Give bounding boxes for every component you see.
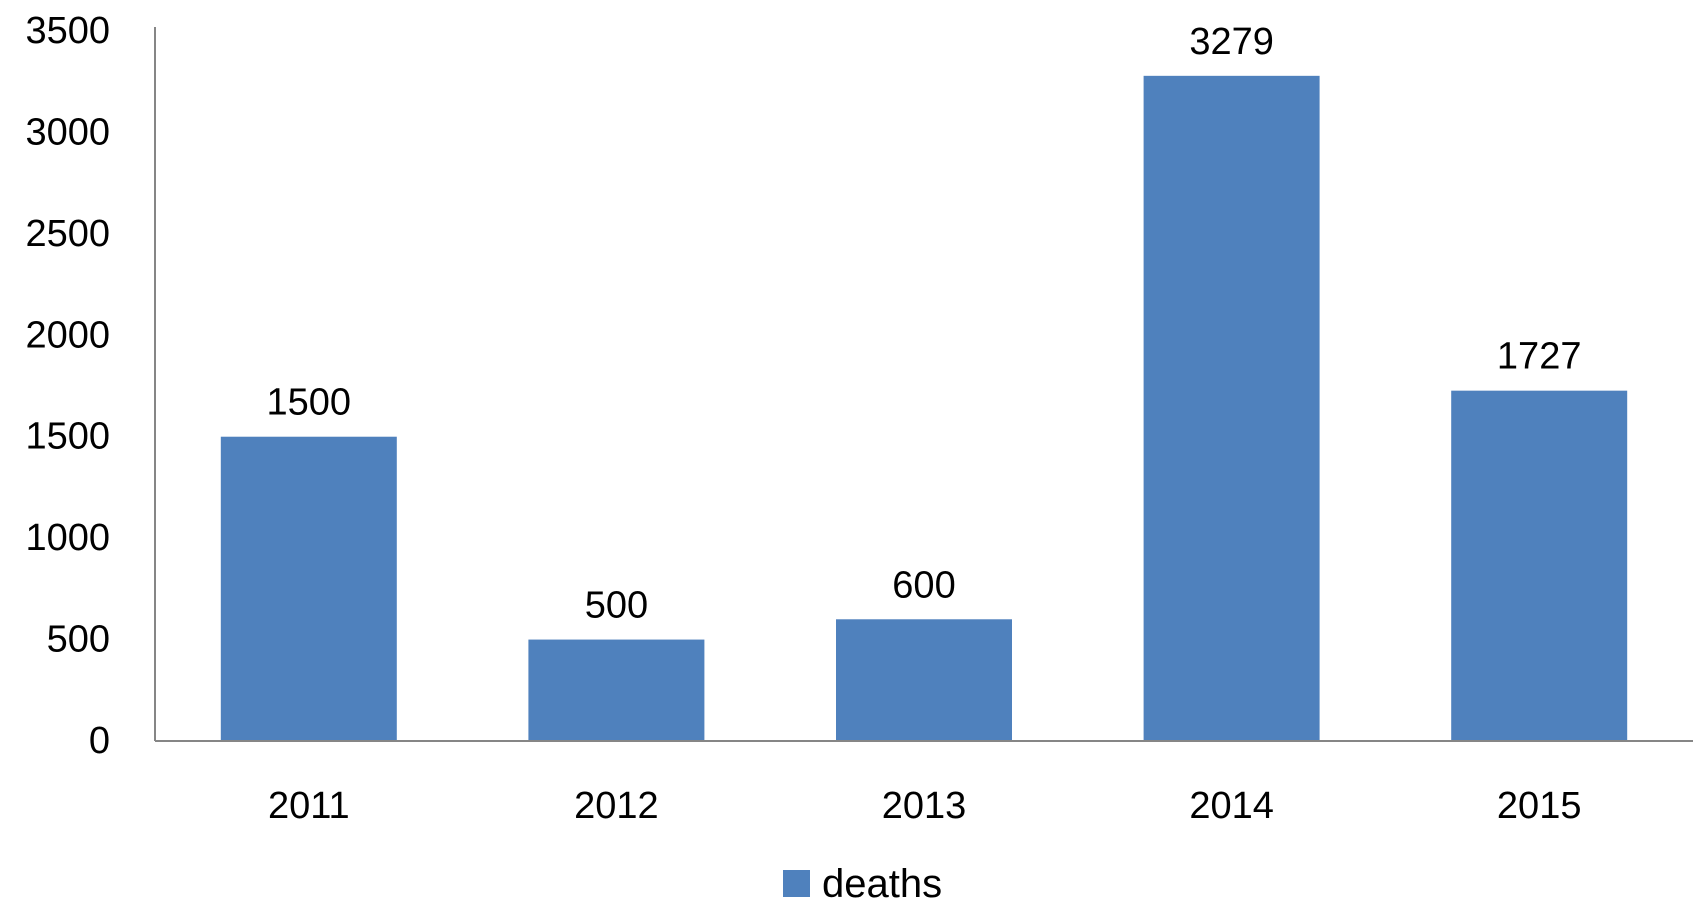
y-tick-label: 2000 xyxy=(25,314,110,356)
y-axis-ticks: 0 500 1000 1500 2000 2500 3000 3500 xyxy=(25,10,110,762)
data-labels-group: 1500 500 600 3279 1727 xyxy=(267,21,1582,627)
y-tick-label: 1500 xyxy=(25,416,110,458)
x-axis-labels: 2011 2012 2013 2014 2015 xyxy=(268,785,1582,827)
y-tick-label: 3000 xyxy=(25,111,110,153)
bar-2012 xyxy=(528,639,705,741)
y-tick-label: 0 xyxy=(89,720,110,762)
data-label-2015: 1727 xyxy=(1497,336,1582,378)
data-label-2012: 500 xyxy=(585,585,648,627)
x-tick-label-2014: 2014 xyxy=(1189,785,1274,827)
x-tick-label-2015: 2015 xyxy=(1497,785,1582,827)
x-tick-label-2013: 2013 xyxy=(882,785,967,827)
y-tick-label: 1000 xyxy=(25,517,110,559)
data-label-2013: 600 xyxy=(892,564,955,606)
legend-swatch-deaths xyxy=(783,870,810,897)
y-tick-label: 3500 xyxy=(25,10,110,52)
y-tick-label: 500 xyxy=(47,619,110,661)
legend: deaths xyxy=(783,862,942,901)
bar-2013 xyxy=(836,619,1012,741)
data-label-2014: 3279 xyxy=(1189,21,1274,63)
axes-group xyxy=(154,27,1693,742)
bar-2015 xyxy=(1451,390,1628,741)
bars-group xyxy=(220,75,1628,742)
bar-2011 xyxy=(220,436,397,741)
x-tick-label-2011: 2011 xyxy=(268,785,350,827)
data-label-2011: 1500 xyxy=(267,382,352,424)
legend-label-deaths: deaths xyxy=(822,862,942,901)
x-tick-label-2012: 2012 xyxy=(574,785,659,827)
bar-2014 xyxy=(1143,75,1320,742)
y-tick-label: 2500 xyxy=(25,213,110,255)
